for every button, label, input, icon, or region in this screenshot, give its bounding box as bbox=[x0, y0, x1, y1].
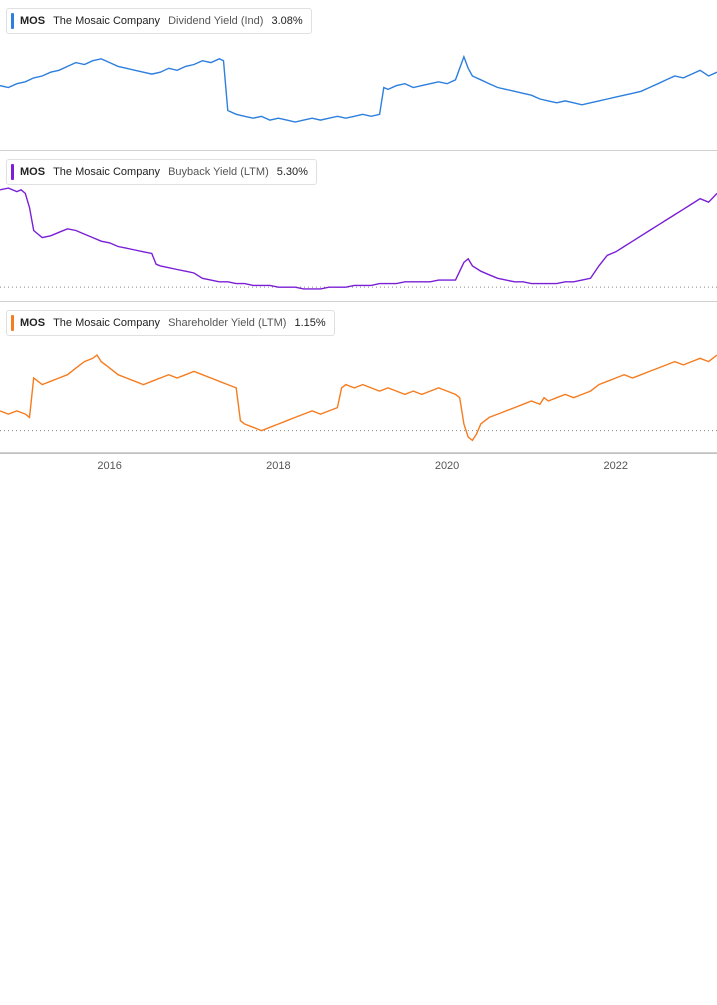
legend-metric: Shareholder Yield (LTM) bbox=[168, 317, 286, 329]
legend-company: The Mosaic Company bbox=[53, 166, 160, 178]
panel-dividend: MOS The Mosaic Company Dividend Yield (Ind… bbox=[0, 0, 717, 151]
series-line-buyback bbox=[0, 188, 717, 289]
series-line-shareholder bbox=[0, 355, 717, 440]
legend-swatch bbox=[11, 164, 14, 180]
x-tick: 2018 bbox=[266, 460, 290, 472]
legend-shareholder: MOS The Mosaic Company Shareholder Yield (… bbox=[6, 310, 335, 336]
legend-ticker: MOS bbox=[20, 166, 45, 178]
legend-value: 5.30% bbox=[277, 166, 308, 178]
legend-company: The Mosaic Company bbox=[53, 317, 160, 329]
legend-metric: Buyback Yield (LTM) bbox=[168, 166, 269, 178]
x-axis: 2016 2018 2020 2022 bbox=[0, 453, 717, 484]
x-tick: 2020 bbox=[435, 460, 459, 472]
legend-buyback: MOS The Mosaic Company Buyback Yield (LTM)… bbox=[6, 159, 317, 185]
legend-swatch bbox=[11, 315, 14, 331]
legend-value: 1.15% bbox=[294, 317, 325, 329]
legend-value: 3.08% bbox=[271, 15, 302, 27]
panel-buyback: MOS The Mosaic Company Buyback Yield (LTM)… bbox=[0, 151, 717, 302]
legend-ticker: MOS bbox=[20, 15, 45, 27]
panel-shareholder: MOS The Mosaic Company Shareholder Yield (… bbox=[0, 302, 717, 453]
x-tick: 2016 bbox=[97, 460, 121, 472]
legend-metric: Dividend Yield (Ind) bbox=[168, 15, 263, 27]
legend-swatch bbox=[11, 13, 14, 29]
series-line-dividend bbox=[0, 57, 717, 122]
legend-company: The Mosaic Company bbox=[53, 15, 160, 27]
legend-dividend: MOS The Mosaic Company Dividend Yield (Ind… bbox=[6, 8, 312, 34]
chart-container: MOS The Mosaic Company Dividend Yield (Ind… bbox=[0, 0, 717, 484]
x-tick: 2022 bbox=[604, 460, 628, 472]
legend-ticker: MOS bbox=[20, 317, 45, 329]
